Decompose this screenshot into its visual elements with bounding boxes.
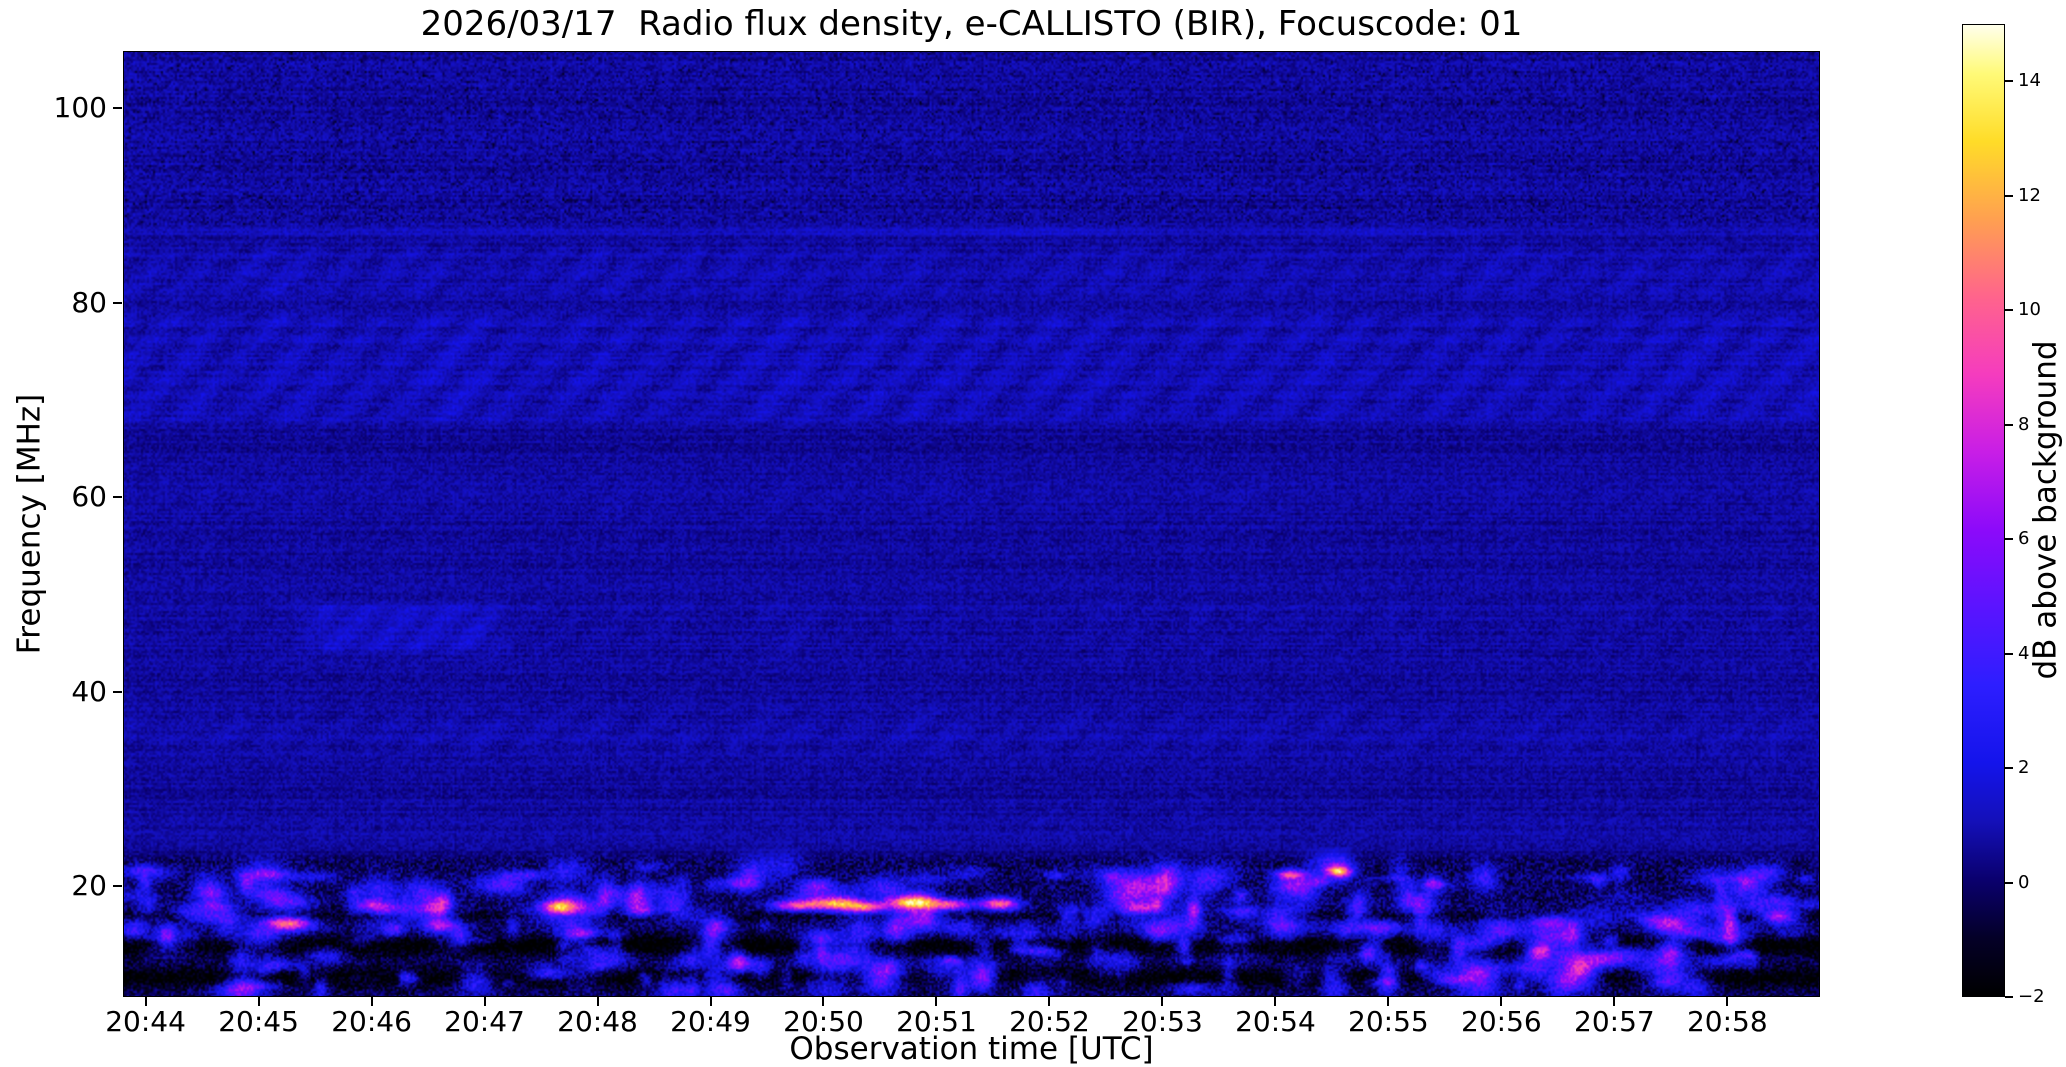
y-tick-mark [113, 496, 122, 499]
x-tick-label: 20:47 [444, 1005, 525, 1038]
x-tick-mark [1274, 997, 1277, 1006]
x-tick-label: 20:58 [1686, 1005, 1768, 1038]
x-tick-mark [596, 997, 599, 1006]
x-tick-label: 20:54 [1235, 1005, 1316, 1038]
colorbar-tick-label: 0 [2018, 871, 2030, 893]
x-tick-mark [1726, 997, 1729, 1006]
x-tick-mark [1613, 997, 1616, 1006]
x-tick-label: 20:49 [670, 1005, 751, 1038]
x-tick-mark [822, 997, 825, 1006]
x-tick-mark [1161, 997, 1164, 1006]
colorbar-tick-mark [2005, 80, 2013, 83]
colorbar-tick-mark [2005, 767, 2013, 770]
x-tick-mark [709, 997, 712, 1006]
colorbar-tick-mark [2005, 996, 2013, 998]
plot-area [123, 51, 1820, 997]
colorbar-tick-mark [2005, 423, 2013, 426]
colorbar-tick-mark [2005, 881, 2013, 884]
x-axis-label: Observation time [UTC] [789, 1031, 1154, 1067]
y-axis-label: Frequency [MHz] [11, 393, 48, 655]
x-tick-mark [1500, 997, 1503, 1006]
y-tick-label: 100 [53, 91, 107, 125]
y-tick-mark [113, 885, 122, 888]
x-tick-label: 20:51 [896, 1005, 977, 1038]
x-tick-mark [370, 997, 373, 1006]
plot-title: 2026/03/17 Radio flux density, e-CALLIST… [420, 4, 1523, 44]
colorbar-tick-label: 12 [2018, 184, 2041, 206]
x-tick-mark [1048, 997, 1051, 1006]
spectrogram-canvas [123, 51, 1820, 997]
y-tick-label: 40 [71, 674, 107, 708]
x-tick-label: 20:48 [557, 1005, 638, 1038]
x-tick-mark [1387, 997, 1390, 1006]
x-tick-label: 20:52 [1009, 1005, 1090, 1038]
y-tick-mark [113, 301, 122, 304]
x-tick-mark [935, 997, 938, 1006]
x-tick-label: 20:55 [1348, 1005, 1429, 1038]
y-tick-label: 80 [71, 285, 107, 319]
x-tick-label: 20:53 [1122, 1005, 1203, 1038]
colorbar-tick-label: 10 [2018, 299, 2041, 321]
colorbar-tick-mark [2005, 652, 2013, 655]
x-tick-mark [144, 997, 147, 1006]
x-tick-label: 20:50 [783, 1005, 864, 1038]
colorbar-tick-mark [2005, 194, 2013, 197]
colorbar-tick-label: 2 [2018, 757, 2030, 779]
x-tick-label: 20:57 [1574, 1005, 1655, 1038]
colorbar-tick-label: 8 [2018, 413, 2030, 435]
colorbar-tick-label: 6 [2018, 528, 2030, 550]
colorbar-tick-label: 14 [2018, 70, 2041, 92]
x-tick-mark [257, 997, 260, 1006]
x-tick-label: 20:45 [218, 1005, 299, 1038]
colorbar-label: dB above background [2027, 340, 2064, 680]
y-tick-mark [113, 690, 122, 693]
y-tick-mark [113, 107, 122, 110]
colorbar-tick-mark [2005, 538, 2013, 541]
colorbar [1962, 24, 2005, 997]
colorbar-gradient [1963, 25, 2004, 996]
colorbar-tick-mark [2005, 309, 2013, 312]
colorbar-tick-label: −2 [2018, 986, 2045, 1007]
y-tick-label: 20 [71, 869, 107, 903]
x-tick-label: 20:56 [1461, 1005, 1542, 1038]
y-tick-label: 60 [71, 480, 107, 514]
colorbar-tick-label: 4 [2018, 642, 2030, 664]
x-tick-mark [483, 997, 486, 1006]
x-tick-label: 20:46 [331, 1005, 412, 1038]
x-tick-label: 20:44 [105, 1005, 186, 1038]
